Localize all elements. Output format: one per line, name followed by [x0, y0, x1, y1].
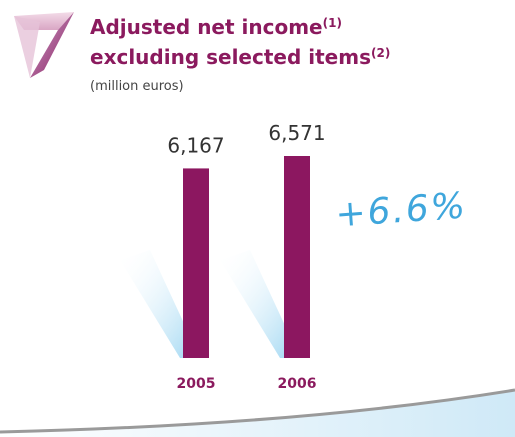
bar [284, 156, 310, 358]
title-text: excluding selected items [90, 45, 371, 69]
chart-title: Adjusted net income(1) [90, 15, 342, 39]
bar-shadow [220, 250, 300, 358]
chart-title-line2: excluding selected items(2) [90, 45, 390, 69]
floor [0, 390, 515, 437]
subtitle: (million euros) [90, 79, 184, 94]
title-note: (2) [371, 46, 390, 60]
value-label: 6,571 [268, 121, 325, 145]
title-text: Adjusted net income [90, 15, 323, 39]
x-tick-label: 2005 [177, 376, 216, 392]
floor-line [0, 388, 515, 434]
bar [183, 168, 209, 358]
annotation: +6.6% [334, 185, 468, 235]
logo [14, 12, 74, 78]
x-tick-label: 2006 [278, 376, 317, 392]
title-note: (1) [323, 16, 342, 30]
value-label: 6,167 [167, 133, 224, 157]
bar-shadow [120, 250, 200, 358]
